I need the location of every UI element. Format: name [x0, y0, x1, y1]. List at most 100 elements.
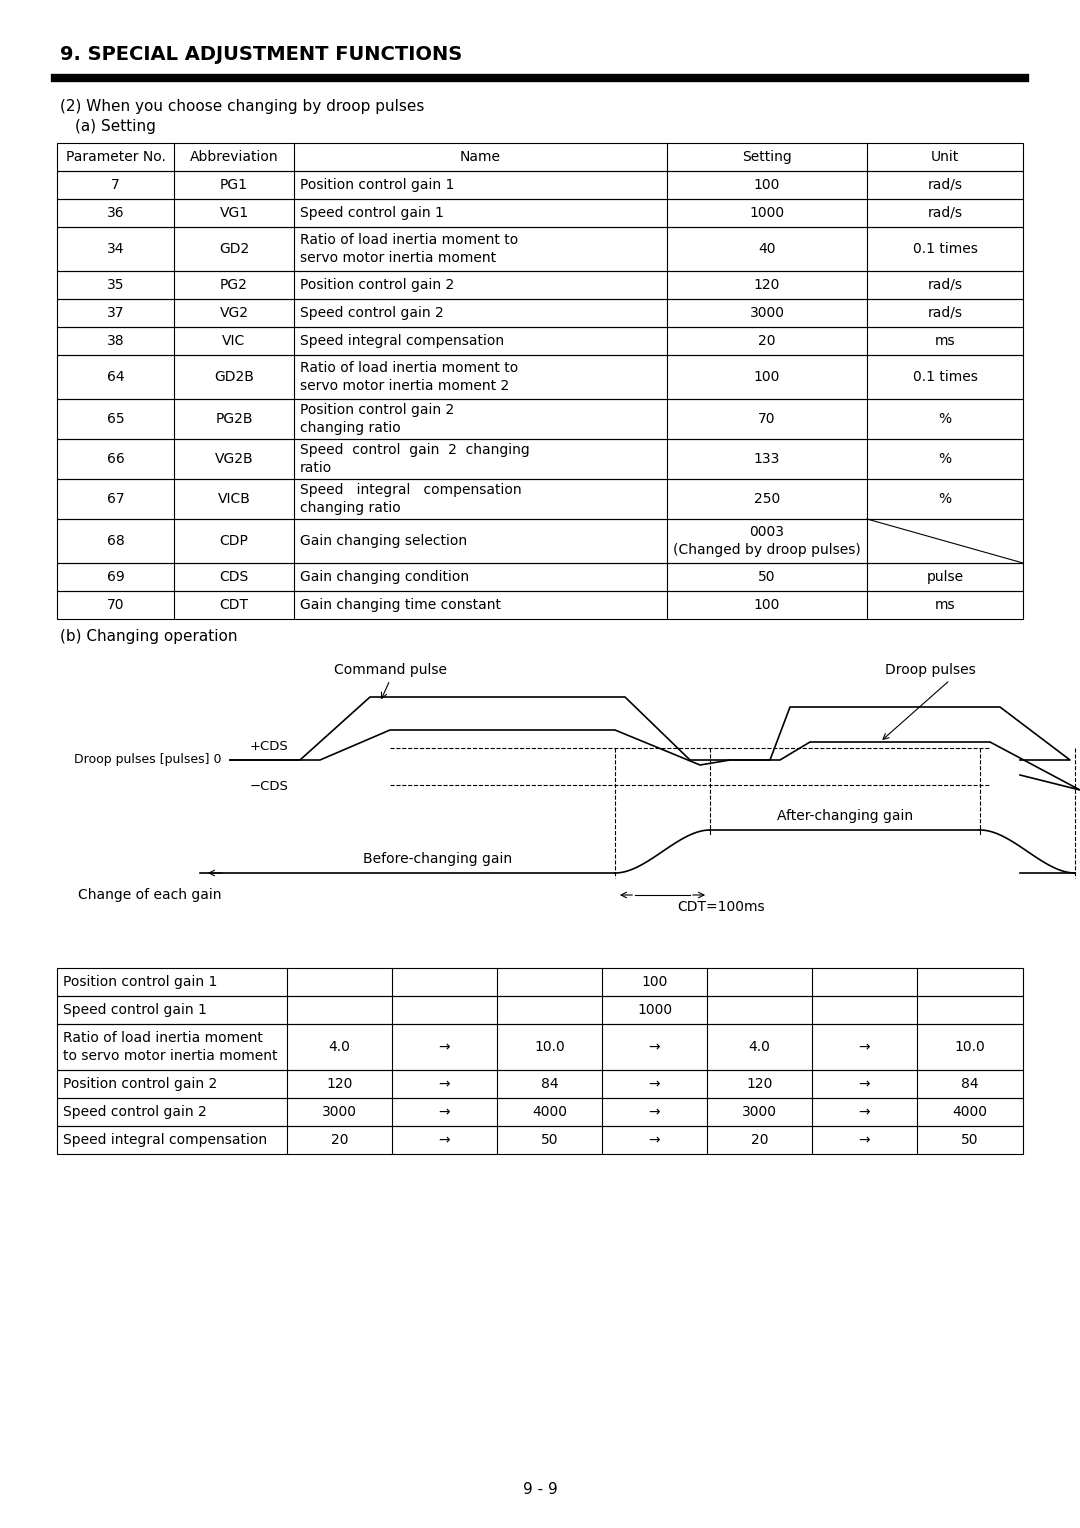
Text: changing ratio: changing ratio: [300, 501, 401, 515]
Text: 34: 34: [107, 241, 124, 257]
Bar: [57, 996, 1023, 1024]
Text: ms: ms: [934, 335, 956, 348]
Text: 38: 38: [107, 335, 124, 348]
Text: 10.0: 10.0: [535, 1041, 565, 1054]
Text: 7: 7: [111, 177, 120, 193]
Bar: [57, 144, 1023, 171]
Bar: [57, 270, 1023, 299]
Text: Change of each gain: Change of each gain: [79, 888, 222, 902]
Text: 20: 20: [330, 1132, 348, 1148]
Text: 35: 35: [107, 278, 124, 292]
Bar: [57, 1099, 1023, 1126]
Text: Speed control gain 2: Speed control gain 2: [63, 1105, 206, 1118]
Text: ratio: ratio: [300, 461, 333, 475]
Text: CDS: CDS: [219, 570, 248, 584]
Text: 120: 120: [754, 278, 780, 292]
Text: PG2B: PG2B: [215, 413, 253, 426]
Text: (2) When you choose changing by droop pulses: (2) When you choose changing by droop pu…: [60, 99, 424, 115]
Text: Position control gain 2: Position control gain 2: [63, 1077, 217, 1091]
Bar: [57, 439, 1023, 478]
Bar: [57, 1126, 1023, 1154]
Text: VG1: VG1: [219, 206, 248, 220]
Text: Gain changing condition: Gain changing condition: [300, 570, 469, 584]
Text: 10.0: 10.0: [955, 1041, 985, 1054]
Bar: [57, 1024, 1023, 1070]
Text: +CDS: +CDS: [249, 741, 288, 753]
Text: Ratio of load inertia moment to: Ratio of load inertia moment to: [300, 232, 518, 248]
Text: VIC: VIC: [222, 335, 245, 348]
Text: Parameter No.: Parameter No.: [66, 150, 165, 163]
Text: Speed integral compensation: Speed integral compensation: [300, 335, 504, 348]
Text: 1000: 1000: [750, 206, 784, 220]
Text: 100: 100: [754, 177, 780, 193]
Bar: [57, 969, 1023, 996]
Text: 70: 70: [107, 597, 124, 613]
Text: Position control gain 1: Position control gain 1: [63, 975, 217, 989]
Bar: [57, 562, 1023, 591]
Text: →: →: [649, 1077, 660, 1091]
Text: 40: 40: [758, 241, 775, 257]
Text: Unit: Unit: [931, 150, 959, 163]
Text: Speed control gain 2: Speed control gain 2: [300, 306, 444, 319]
Text: 120: 120: [746, 1077, 772, 1091]
Bar: [57, 199, 1023, 228]
Text: 133: 133: [754, 452, 780, 466]
Text: Speed  control  gain  2  changing: Speed control gain 2 changing: [300, 443, 530, 457]
Text: →: →: [649, 1041, 660, 1054]
Text: Ratio of load inertia moment to: Ratio of load inertia moment to: [300, 361, 518, 374]
Text: 84: 84: [961, 1077, 978, 1091]
Text: Before-changing gain: Before-changing gain: [363, 853, 512, 866]
Text: 70: 70: [758, 413, 775, 426]
Text: 0003: 0003: [750, 526, 784, 539]
Bar: [57, 327, 1023, 354]
Text: changing ratio: changing ratio: [300, 422, 401, 435]
Text: 84: 84: [541, 1077, 558, 1091]
Text: %: %: [939, 492, 951, 506]
Text: 50: 50: [758, 570, 775, 584]
Text: 4.0: 4.0: [328, 1041, 350, 1054]
Text: 66: 66: [107, 452, 124, 466]
Bar: [57, 171, 1023, 199]
Text: %: %: [939, 452, 951, 466]
Text: to servo motor inertia moment: to servo motor inertia moment: [63, 1050, 278, 1063]
Text: 36: 36: [107, 206, 124, 220]
Text: 69: 69: [107, 570, 124, 584]
Text: 100: 100: [642, 975, 669, 989]
Bar: [57, 354, 1023, 399]
Bar: [57, 591, 1023, 619]
Text: →: →: [859, 1077, 870, 1091]
Text: →: →: [859, 1105, 870, 1118]
Text: Gain changing time constant: Gain changing time constant: [300, 597, 501, 613]
Text: %: %: [939, 413, 951, 426]
Text: After-changing gain: After-changing gain: [777, 808, 913, 824]
Text: Speed   integral   compensation: Speed integral compensation: [300, 483, 522, 497]
Text: 120: 120: [326, 1077, 353, 1091]
Text: 3000: 3000: [750, 306, 784, 319]
Text: →: →: [859, 1041, 870, 1054]
Text: 3000: 3000: [322, 1105, 357, 1118]
Text: Position control gain 1: Position control gain 1: [300, 177, 455, 193]
Text: Speed control gain 1: Speed control gain 1: [300, 206, 444, 220]
Text: 100: 100: [754, 370, 780, 384]
Text: 37: 37: [107, 306, 124, 319]
Text: 3000: 3000: [742, 1105, 777, 1118]
Text: servo motor inertia moment: servo motor inertia moment: [300, 251, 496, 264]
Text: 0.1 times: 0.1 times: [913, 370, 977, 384]
Text: 50: 50: [541, 1132, 558, 1148]
Text: 100: 100: [754, 597, 780, 613]
Text: Ratio of load inertia moment: Ratio of load inertia moment: [63, 1031, 262, 1045]
Text: 68: 68: [107, 533, 124, 549]
Text: GD2: GD2: [219, 241, 249, 257]
Text: Abbreviation: Abbreviation: [190, 150, 279, 163]
Bar: [57, 299, 1023, 327]
Bar: [57, 228, 1023, 270]
Text: servo motor inertia moment 2: servo motor inertia moment 2: [300, 379, 510, 393]
Bar: [57, 520, 1023, 562]
Text: 0.1 times: 0.1 times: [913, 241, 977, 257]
Text: GD2B: GD2B: [214, 370, 254, 384]
Text: →: →: [649, 1105, 660, 1118]
Text: 20: 20: [751, 1132, 768, 1148]
Text: 9. SPECIAL ADJUSTMENT FUNCTIONS: 9. SPECIAL ADJUSTMENT FUNCTIONS: [60, 46, 462, 64]
Text: pulse: pulse: [927, 570, 963, 584]
Text: →: →: [438, 1105, 450, 1118]
